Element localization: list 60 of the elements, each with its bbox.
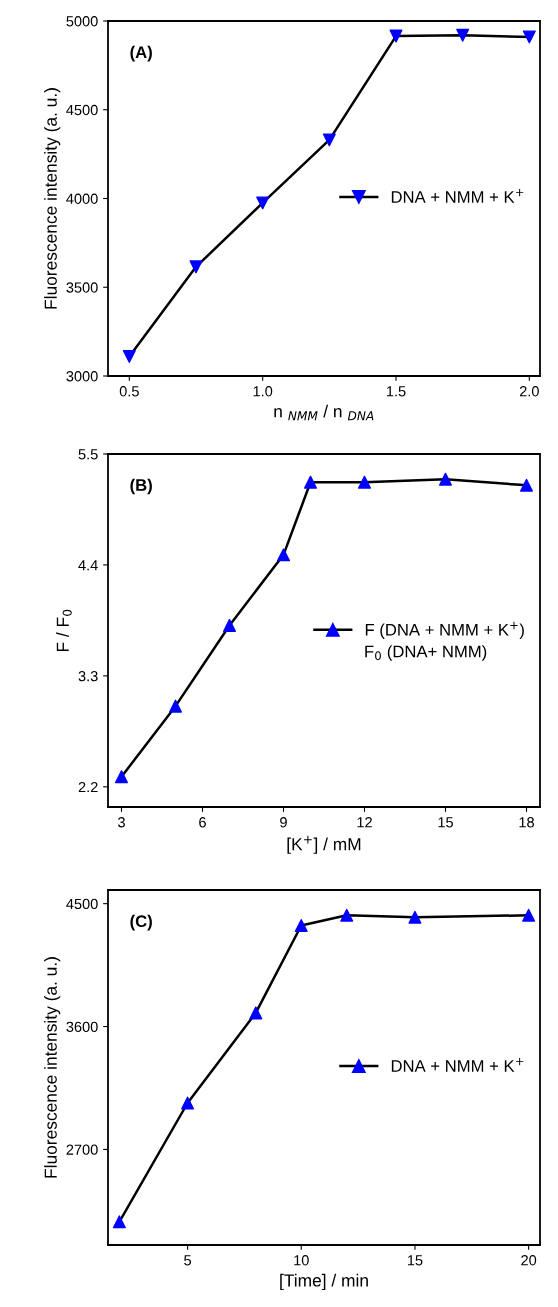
x-tick-label: 3 xyxy=(118,817,125,828)
annotation: (B) xyxy=(130,478,152,495)
x-tick-label: 9 xyxy=(280,817,287,828)
point xyxy=(294,918,308,933)
point xyxy=(522,30,536,44)
point xyxy=(522,908,536,922)
x-tick-label: 10 xyxy=(294,1255,309,1266)
annotation: (A) xyxy=(130,45,152,62)
x-tick-label: 6 xyxy=(199,817,206,828)
x-tick-label: 12 xyxy=(357,817,372,828)
x-axis-title: n $_{NMM}$ / n $_{DNA}$ xyxy=(274,404,374,421)
x-tick-label: 1.0 xyxy=(253,386,273,397)
y-tick-label: 3500 xyxy=(66,282,98,293)
x-tick-label: 15 xyxy=(407,1255,423,1266)
x-tick-label: 18 xyxy=(519,817,534,828)
y-axis-title: Fluorescence intensity (a. u.) xyxy=(44,957,61,1178)
y-tick-label: 4.4 xyxy=(78,560,98,571)
y-tick-label: 5000 xyxy=(66,16,98,27)
point xyxy=(276,548,291,562)
y-tick-label: 2700 xyxy=(66,1144,98,1155)
point xyxy=(181,1096,195,1110)
x-tick-label: 5 xyxy=(184,1255,192,1266)
x-tick-label: 0.5 xyxy=(119,386,139,397)
y-tick-label: 4500 xyxy=(66,104,98,116)
point xyxy=(303,475,318,489)
point xyxy=(256,196,270,210)
x-tick-label: 20 xyxy=(521,1255,537,1266)
point xyxy=(340,908,354,922)
legend-label: DNA + NMM + K$^{+}$ xyxy=(391,188,524,203)
y-tick-label: 3000 xyxy=(66,371,98,382)
annotation: (C) xyxy=(130,914,152,931)
x-axis-title: [K$^{+}$] / mM xyxy=(287,835,361,854)
point xyxy=(112,1215,126,1229)
point xyxy=(519,478,534,492)
x-tick-label: 2.0 xyxy=(519,386,539,397)
annotation: F$_{0}$ (DNA+ NMM) xyxy=(365,645,487,661)
y-tick-label: 4000 xyxy=(66,193,98,204)
legend-label: F (DNA + NMM + K$^{+}$) xyxy=(365,621,524,639)
y-axis-title: Fluorescence intensity (a. u.) xyxy=(44,88,61,309)
y-tick-label: 3.3 xyxy=(78,670,98,682)
point xyxy=(249,1006,263,1020)
point xyxy=(168,699,183,713)
x-axis-title: [Time] / min xyxy=(280,1273,368,1291)
point xyxy=(408,910,422,924)
y-axis-title: F / F$_{0}$ xyxy=(56,609,72,652)
x-tick-label: 1.5 xyxy=(386,386,406,397)
y-tick-label: 5.5 xyxy=(78,449,98,460)
y-tick-label: 2.2 xyxy=(78,781,98,793)
point xyxy=(189,260,203,274)
point xyxy=(222,618,237,632)
point xyxy=(322,133,336,147)
y-tick-label: 4500 xyxy=(66,898,98,910)
legend-label: DNA + NMM + K$^{+}$ xyxy=(391,1057,524,1072)
x-tick-label: 15 xyxy=(438,817,453,828)
y-tick-label: 3600 xyxy=(66,1021,98,1032)
point xyxy=(357,475,372,489)
point xyxy=(122,349,136,363)
point xyxy=(456,28,470,42)
point xyxy=(114,770,129,784)
point xyxy=(438,472,453,486)
